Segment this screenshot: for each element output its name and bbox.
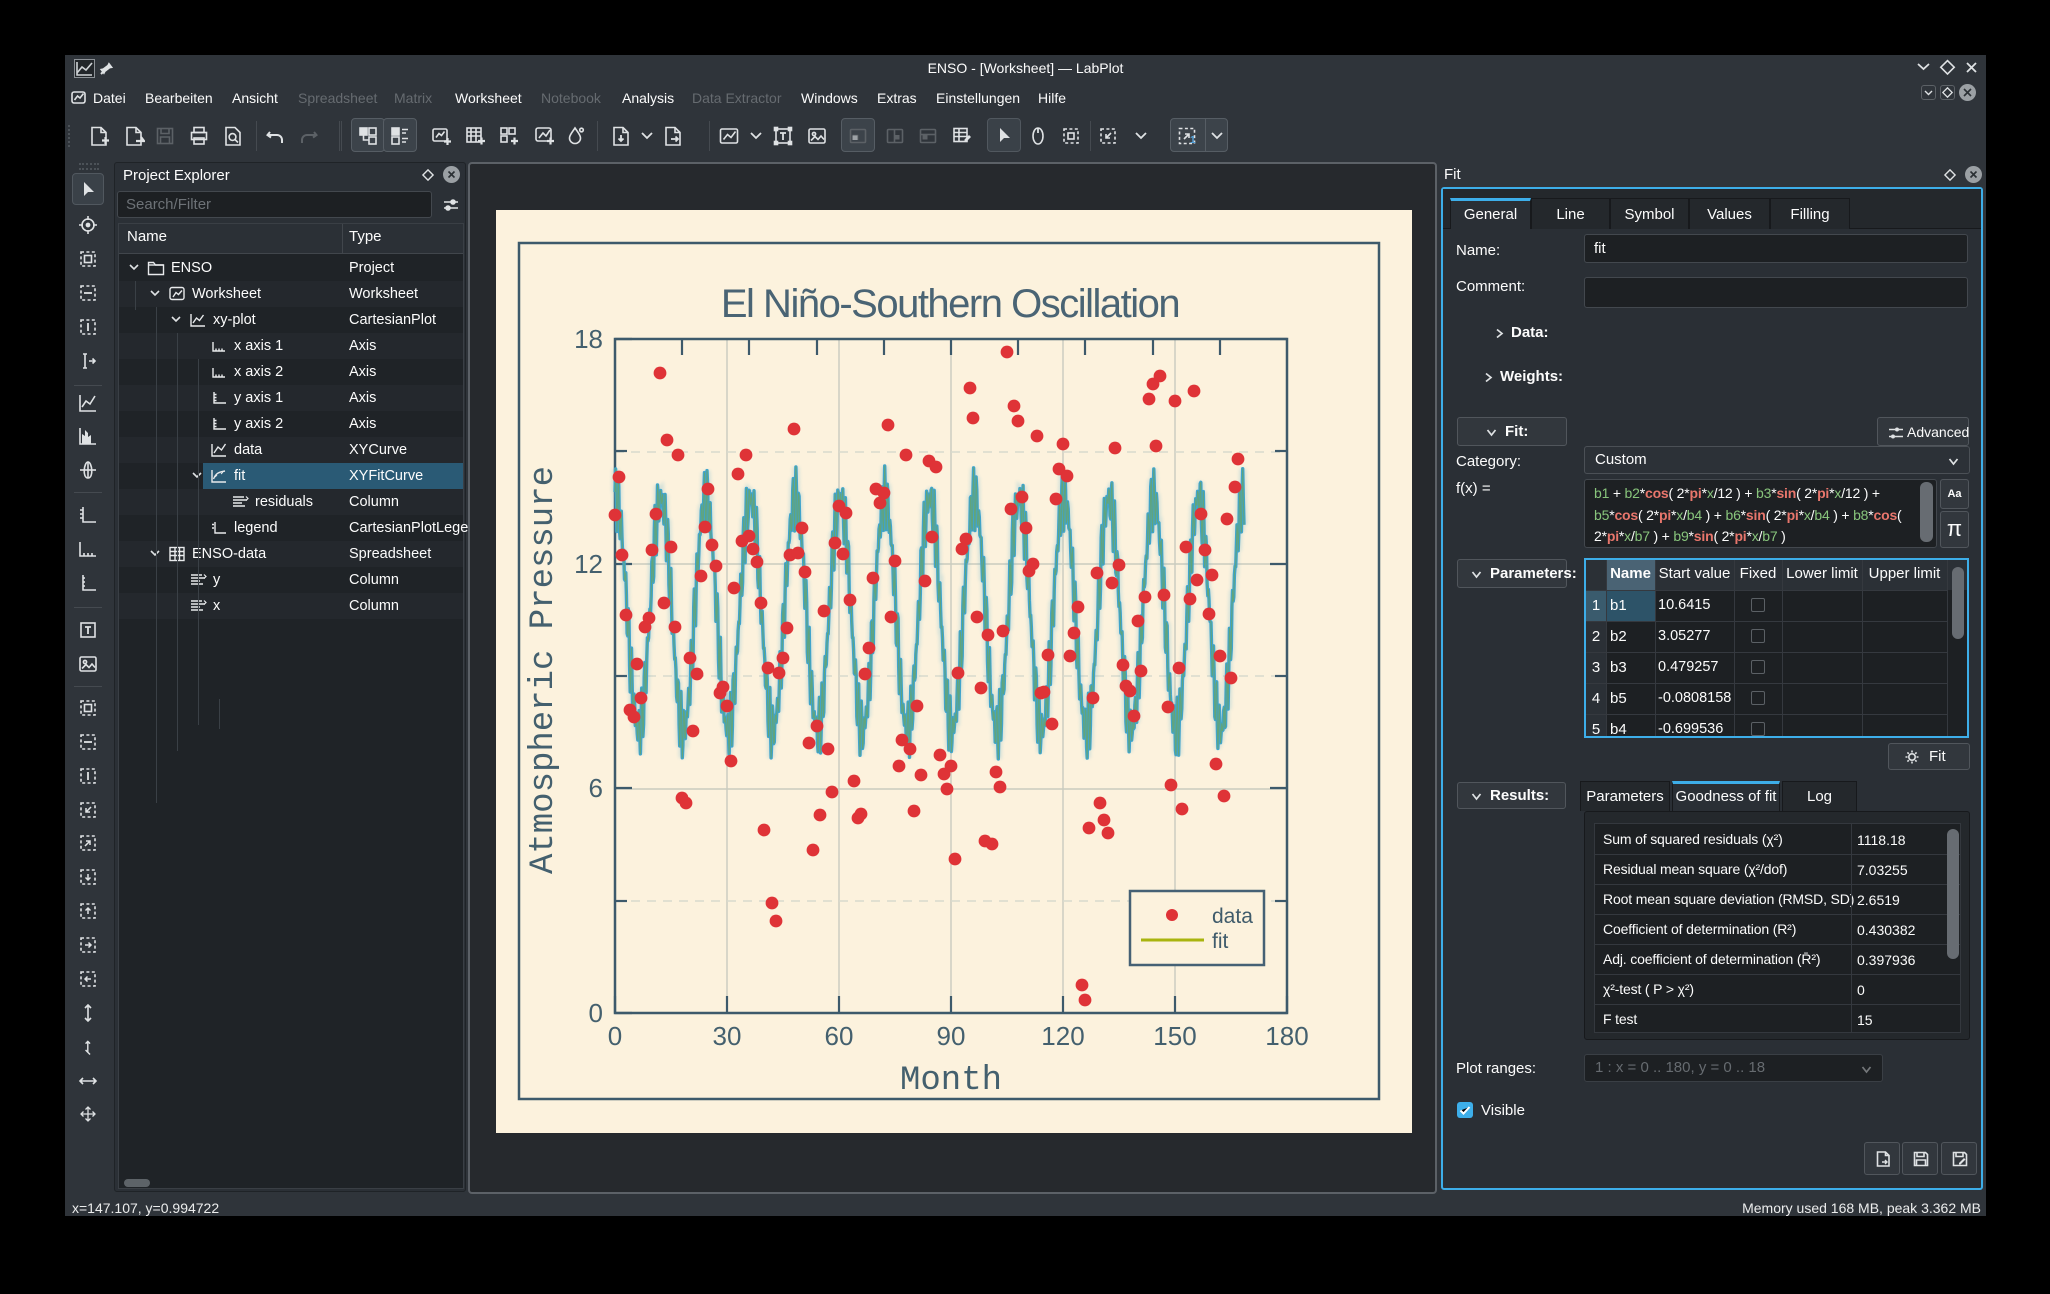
svg-text:1: 1 — [1190, 135, 1196, 146]
svg-text:12: 12 — [574, 549, 603, 579]
svg-text:Month: Month — [900, 1062, 1002, 1100]
svg-text:180: 180 — [1265, 1021, 1308, 1051]
svg-text:90: 90 — [937, 1021, 966, 1051]
svg-text:60: 60 — [825, 1021, 854, 1051]
svg-text:Atmospheric Pressure: Atmospheric Pressure — [525, 466, 563, 874]
svg-text:120: 120 — [1041, 1021, 1084, 1051]
svg-text:fit: fit — [1212, 930, 1229, 953]
svg-text:150: 150 — [1153, 1021, 1196, 1051]
svg-text:El Niño-Southern Oscillation: El Niño-Southern Oscillation — [721, 282, 1179, 326]
svg-text:0: 0 — [608, 1021, 622, 1051]
svg-text:6: 6 — [589, 773, 603, 803]
svg-text:18: 18 — [574, 324, 603, 354]
svg-text:30: 30 — [713, 1021, 742, 1051]
svg-text:data: data — [1212, 905, 1253, 928]
svg-text:0: 0 — [589, 998, 603, 1028]
